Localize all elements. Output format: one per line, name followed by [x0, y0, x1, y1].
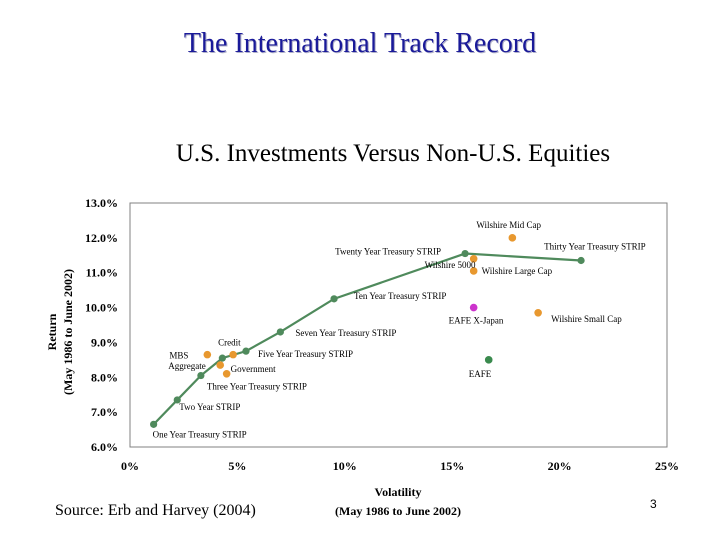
plot-area [129, 202, 668, 448]
point-label: Ten Year Treasury STRIP [354, 291, 446, 301]
point-label: Three Year Treasury STRIP [207, 382, 307, 392]
x-axis-title-line-2: (May 1986 to June 2002) [335, 504, 461, 518]
point-label: EAFE X-Japan [449, 316, 504, 326]
chart-subtitle: U.S. Investments Versus Non-U.S. Equitie… [175, 140, 611, 167]
point-label: Two Year STRIP [179, 402, 240, 412]
page-number: 3 [650, 497, 657, 511]
point-label: Government [231, 364, 276, 374]
data-point [469, 254, 478, 263]
data-point [469, 267, 478, 275]
x-tick-label: 5% [228, 459, 246, 473]
source-note: Source: Erb and Harvey (2004) [55, 502, 256, 519]
frontier-series [150, 249, 585, 428]
x-tick-label: 10% [333, 459, 357, 473]
y-tick-label: 8.0% [91, 370, 118, 384]
x-axis-tick-labels: 0% 5% 10% 15% 20% 25% [121, 459, 679, 473]
point-label: MBS [169, 351, 188, 361]
axes [129, 202, 668, 448]
frontier-point [218, 354, 226, 362]
point-label: Five Year Treasury STRIP [258, 349, 353, 359]
y-tick-label: 11.0% [86, 266, 118, 280]
frontier-point [276, 328, 284, 336]
y-axis-title: Return (May 1986 to June 2002) [45, 269, 75, 395]
point-label: Thirty Year Treasury STRIP [544, 242, 646, 252]
x-tick-label: 25% [655, 459, 679, 473]
point-label: Credit [218, 338, 241, 348]
y-tick-label: 10.0% [85, 301, 118, 315]
point-label: Wilshire Mid Cap [476, 220, 541, 230]
data-point [216, 361, 225, 369]
x-tick-label: 0% [121, 459, 139, 473]
data-point [534, 309, 542, 317]
x-axis-title: Volatility (May 1986 to June 2002) [335, 485, 461, 518]
point-label: Wilshire Small Cap [551, 314, 622, 324]
y-tick-label: 6.0% [91, 440, 118, 454]
y-tick-label: 13.0% [85, 196, 118, 210]
data-point [469, 303, 478, 312]
frontier-point [577, 256, 585, 265]
frontier-point [242, 347, 250, 355]
y-axis-title-line-2: (May 1986 to June 2002) [61, 269, 75, 395]
data-point [508, 234, 517, 242]
frontier-point [197, 371, 205, 380]
data-point [222, 370, 231, 378]
data-point [484, 356, 493, 364]
y-axis-tick-labels: 6.0% 7.0% 8.0% 9.0% 10.0% 11.0% 12.0% 13.0% [85, 196, 118, 454]
point-label: Twenty Year Treasury STRIP [335, 247, 441, 257]
other-points [203, 234, 542, 378]
point-label: Wilshire Large Cap [482, 266, 553, 276]
point-labels: One Year Treasury STRIP Two Year STRIP Thr… [153, 220, 646, 439]
point-label: Aggregate [168, 361, 205, 371]
y-tick-label: 9.0% [91, 335, 118, 349]
point-label: Seven Year Treasury STRIP [295, 328, 396, 338]
y-axis-title-line-1: Return [45, 313, 59, 350]
frontier-point [461, 249, 469, 258]
point-label: One Year Treasury STRIP [153, 429, 247, 439]
x-tick-label: 15% [440, 459, 464, 473]
point-label: Wilshire 5000 [425, 260, 476, 270]
slide-title: The International Track Record [183, 28, 537, 59]
y-tick-label: 7.0% [91, 405, 118, 419]
data-point [229, 350, 237, 359]
frontier-point [150, 420, 158, 428]
data-point [203, 350, 212, 359]
y-tick-label: 12.0% [85, 231, 118, 245]
x-tick-label: 20% [548, 459, 572, 473]
point-label: EAFE [469, 369, 492, 379]
frontier-point [173, 396, 181, 404]
x-axis-title-line-1: Volatility [375, 485, 422, 499]
frontier-point [330, 295, 338, 303]
